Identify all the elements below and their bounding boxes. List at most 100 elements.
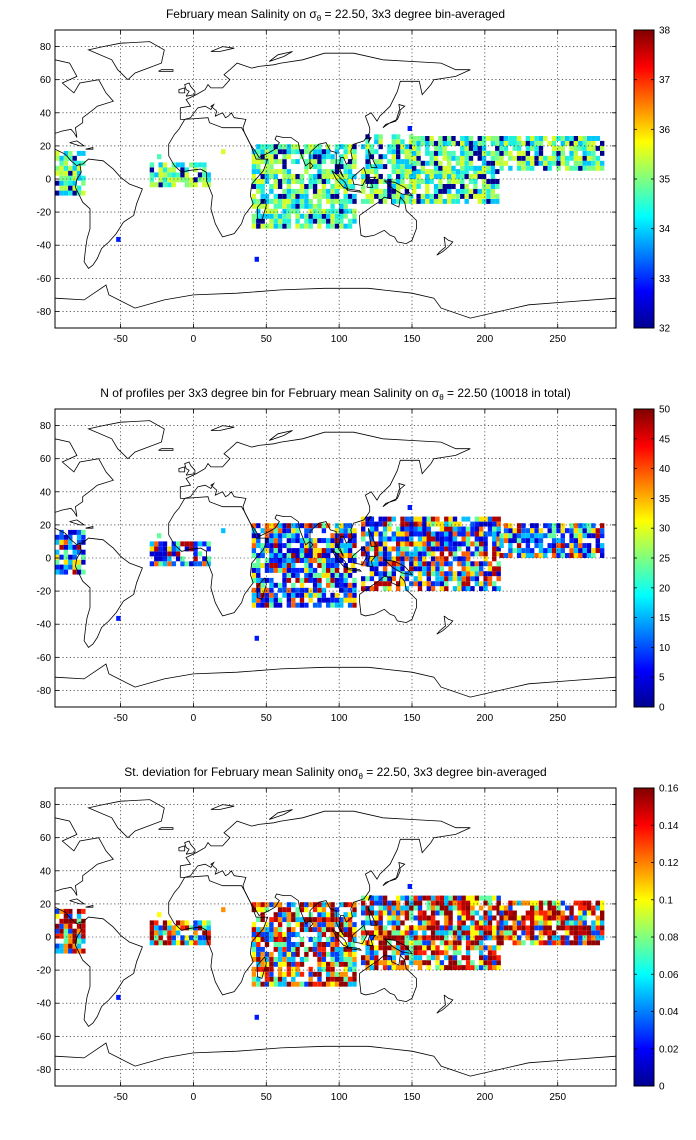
data-cell [260,946,265,952]
data-cell [451,174,456,179]
data-cell [473,179,478,184]
data-cell [444,955,449,961]
data-cell [361,179,366,184]
data-cell [343,587,348,593]
data-cell [347,981,353,987]
data-cell [551,935,557,941]
data-cell [343,553,348,558]
data-cell [277,976,283,982]
data-cell [439,586,445,592]
data-cell [460,165,465,171]
data-cell [269,154,274,160]
data-cell [291,538,296,544]
coastline [74,916,143,1027]
data-cell [286,553,292,558]
data-cell [326,543,331,549]
data-cell [299,149,305,155]
data-cell [334,942,340,947]
data-cell [479,905,484,911]
data-cell [457,556,462,562]
data-cell [534,145,539,151]
data-cell [317,592,322,598]
data-cell [334,946,340,952]
data-cell [495,160,500,166]
data-cell [430,536,436,542]
data-cell [512,140,517,146]
data-cell [382,193,388,199]
data-cell [273,174,278,179]
data-cell [206,935,211,941]
data-cell [499,905,504,911]
data-cell [538,136,544,141]
data-cell [68,190,73,196]
data-cell [534,905,539,911]
data-cell [277,932,283,937]
data-cell [295,179,300,184]
data-cell [175,940,181,946]
data-cell [308,144,313,150]
data-cell [264,563,270,568]
data-cell [538,538,544,544]
data-cell [444,531,449,537]
data-cell [116,994,121,1000]
data-cell [413,551,418,557]
data-cell [543,160,548,166]
data-cell [334,208,340,214]
data-cell [420,165,426,171]
data-cell [339,902,344,908]
data-cell [321,184,327,189]
data-cell [420,179,426,184]
data-cell [365,930,370,936]
data-cell [439,521,445,527]
data-cell [534,160,539,166]
data-cell [312,218,318,224]
data-cell [321,927,327,933]
data-cell [448,925,453,931]
data-cell [361,531,366,537]
data-cell [461,900,466,906]
data-cell [317,917,322,923]
data-cell [573,935,579,941]
data-cell [304,149,309,155]
data-cell [269,602,274,608]
data-cell [426,561,431,567]
data-cell [396,950,401,956]
data-cell [396,174,401,179]
data-cell [308,563,313,568]
data-cell [444,905,449,911]
data-cell [470,905,475,911]
data-cell [479,561,484,567]
coastline [55,663,616,698]
colorbar-tick-label: 35 [659,494,671,505]
data-cell [422,920,427,926]
data-cell [457,561,462,567]
data-cell [560,538,565,544]
x-tick-label: 150 [404,334,421,345]
data-cell [452,925,458,931]
data-cell [277,198,283,204]
data-cell [352,597,357,603]
data-cell [435,935,440,941]
data-cell [347,179,353,184]
data-cell [343,976,348,982]
data-cell [308,577,313,583]
data-cell [334,538,340,544]
grid [55,30,616,328]
data-cell [269,971,274,977]
data-cell [273,956,278,962]
data-cell [560,136,565,141]
data-cell [417,581,423,587]
data-cell [260,553,265,558]
coastline [436,236,454,256]
data-cell [343,577,348,583]
data-cell [438,136,443,141]
data-cell [391,159,396,165]
data-cell [556,150,561,156]
data-cell [439,556,445,562]
data-cell [269,922,274,928]
data-cell [72,564,77,570]
data-cell [400,546,405,552]
data-cell [474,576,480,582]
data-cell [317,932,322,937]
data-cell [465,945,471,951]
